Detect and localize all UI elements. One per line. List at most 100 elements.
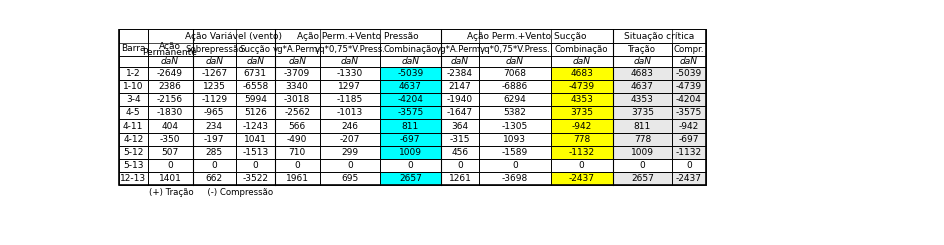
Text: 4637: 4637 <box>398 82 421 91</box>
Text: -1513: -1513 <box>242 148 268 157</box>
Bar <box>193 93 236 106</box>
Text: 2657: 2657 <box>398 174 421 183</box>
Bar <box>479 56 550 67</box>
Text: 1009: 1009 <box>631 148 653 157</box>
Bar <box>193 56 236 67</box>
Bar <box>479 133 550 146</box>
Text: 710: 710 <box>288 148 306 157</box>
Bar <box>119 29 147 67</box>
Text: 0: 0 <box>167 161 173 170</box>
Text: Ação Perm.+Vento Sucção: Ação Perm.+Vento Sucção <box>466 32 585 41</box>
Bar <box>671 67 705 80</box>
Bar <box>319 172 379 185</box>
Text: 1401: 1401 <box>159 174 181 183</box>
Bar <box>236 120 275 133</box>
Bar <box>236 172 275 185</box>
Text: 1093: 1093 <box>503 135 526 144</box>
Bar <box>147 172 193 185</box>
Text: 12-13: 12-13 <box>120 174 146 183</box>
Bar <box>379 106 440 120</box>
Text: -1305: -1305 <box>501 122 528 131</box>
Bar <box>275 146 319 159</box>
Bar <box>319 133 379 146</box>
Bar <box>479 67 550 80</box>
Bar <box>440 56 479 67</box>
Bar <box>612 106 671 120</box>
Text: 778: 778 <box>633 135 650 144</box>
Text: -1132: -1132 <box>568 148 594 157</box>
Bar <box>319 106 379 120</box>
Text: 0: 0 <box>457 161 463 170</box>
Text: daN: daN <box>341 57 359 66</box>
Bar <box>612 146 671 159</box>
Text: 811: 811 <box>633 122 650 131</box>
Text: -2437: -2437 <box>568 174 594 183</box>
Bar <box>275 56 319 67</box>
Text: -942: -942 <box>571 122 591 131</box>
Bar <box>671 56 705 67</box>
Bar <box>440 172 479 185</box>
Text: Situação crítica: Situação crítica <box>623 32 694 41</box>
Text: Ação: Ação <box>159 42 181 51</box>
Text: 0: 0 <box>685 161 691 170</box>
Bar <box>193 133 236 146</box>
Text: 811: 811 <box>401 122 418 131</box>
Bar <box>612 159 671 172</box>
Bar <box>119 172 147 185</box>
Bar <box>119 67 147 80</box>
Text: Ação Perm.+Vento Pressão: Ação Perm.+Vento Pressão <box>296 32 418 41</box>
Text: Combinação: Combinação <box>383 45 436 54</box>
Bar <box>119 133 147 146</box>
Bar <box>236 80 275 93</box>
Text: -942: -942 <box>678 122 699 131</box>
Bar <box>612 172 671 185</box>
Bar <box>612 29 705 43</box>
Bar <box>119 159 147 172</box>
Text: -1243: -1243 <box>242 122 268 131</box>
Text: daN: daN <box>288 57 306 66</box>
Bar <box>275 67 319 80</box>
Text: -1267: -1267 <box>201 69 228 78</box>
Bar <box>275 172 319 185</box>
Bar <box>119 120 147 133</box>
Bar <box>193 43 236 56</box>
Bar <box>275 29 440 43</box>
Text: -1647: -1647 <box>447 109 472 117</box>
Text: -3575: -3575 <box>675 109 701 117</box>
Text: -4739: -4739 <box>675 82 701 91</box>
Text: 4683: 4683 <box>631 69 653 78</box>
Bar <box>612 93 671 106</box>
Text: Sucção: Sucção <box>240 45 271 54</box>
Text: -2562: -2562 <box>284 109 310 117</box>
Text: 0: 0 <box>578 161 583 170</box>
Bar <box>379 80 440 93</box>
Text: -197: -197 <box>204 135 225 144</box>
Bar <box>119 93 147 106</box>
Text: -4204: -4204 <box>396 95 423 104</box>
Text: 7068: 7068 <box>503 69 526 78</box>
Bar <box>550 93 612 106</box>
Text: -1013: -1013 <box>336 109 362 117</box>
Text: 5382: 5382 <box>503 109 526 117</box>
Bar <box>379 133 440 146</box>
Text: 0: 0 <box>346 161 352 170</box>
Text: Tração: Tração <box>628 45 656 54</box>
Text: 285: 285 <box>206 148 223 157</box>
Bar <box>479 172 550 185</box>
Text: 5126: 5126 <box>244 109 266 117</box>
Bar <box>147 56 193 67</box>
Bar <box>550 120 612 133</box>
Bar <box>236 56 275 67</box>
Text: 778: 778 <box>572 135 590 144</box>
Bar <box>671 133 705 146</box>
Bar <box>612 43 671 56</box>
Bar <box>612 80 671 93</box>
Text: γg*A.Perm.: γg*A.Perm. <box>435 45 483 54</box>
Text: daN: daN <box>572 57 590 66</box>
Bar <box>550 146 612 159</box>
Bar <box>147 159 193 172</box>
Bar <box>119 56 147 67</box>
Text: 4353: 4353 <box>569 95 593 104</box>
Text: -1830: -1830 <box>157 109 183 117</box>
Text: daN: daN <box>679 57 698 66</box>
